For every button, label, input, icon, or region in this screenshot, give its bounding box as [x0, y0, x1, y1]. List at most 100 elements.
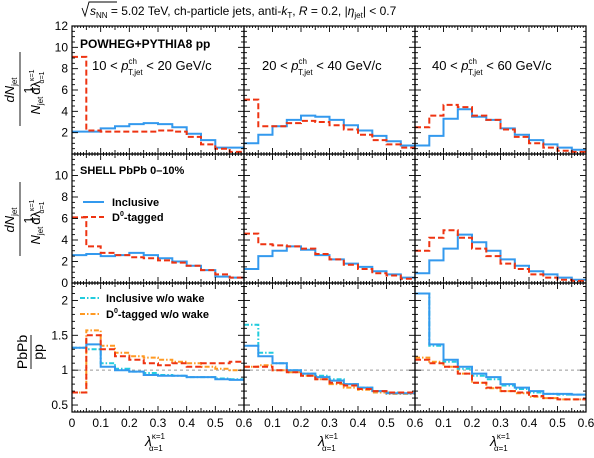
panel-curves: [72, 55, 244, 153]
x-tick-label: 0.6: [236, 416, 253, 430]
pt-bin-1-hi: < 20 GeV/c: [143, 58, 213, 73]
ylabel-row2-N-sub: jet: [36, 226, 45, 236]
series-d0-tagged: [415, 229, 586, 282]
series-d0-tagged: [72, 216, 244, 279]
svg-text:dNjet: dNjet: [2, 77, 19, 103]
header-eta-sub: jet: [353, 11, 363, 20]
ylabel-row1-dN: dN: [2, 85, 17, 102]
ylabel-ratio: PbPb pp: [14, 335, 46, 369]
header: sNN = 5.02 TeV, ch-particle jets, anti-k…: [81, 1, 397, 20]
legend-d0-sup: 0: [120, 211, 124, 218]
series-d0-tagged: [415, 358, 586, 401]
pt-bin-1-p: p: [120, 58, 128, 73]
legend-ratio: Inclusive w/o wake D0-tagged w/o wake: [80, 293, 209, 321]
header-k-sub: T: [287, 11, 292, 20]
ylabel-row1-dl: dλ: [28, 80, 43, 94]
x-tick-label: 0.5: [549, 416, 566, 430]
ylabel-row2-dl-sup: κ=1: [29, 199, 36, 211]
series-d0-tagged: [415, 103, 586, 153]
panel-curves: [415, 229, 586, 282]
panel-r3-c1: 0.5 1 1.5 2 0 0.1 0.2 0.3 0.4 0.5 0.6: [51, 282, 253, 430]
header-sqrt-s: s: [90, 4, 96, 18]
panel-r1-c3: [414, 25, 587, 155]
legend-d0-wake-sup: 0: [114, 308, 118, 315]
y-tick-label: 1: [61, 363, 68, 377]
y-tick-label: 10: [55, 169, 69, 183]
y-tick-label: 2: [61, 255, 68, 269]
y-tick-label: 4: [61, 104, 68, 118]
x-tick-label: 0.5: [207, 416, 224, 430]
x-tick-label: 0.5: [378, 416, 395, 430]
legend-d0-pre: D: [112, 212, 120, 224]
panel-curves: [72, 216, 244, 279]
x-tick-label: 0.2: [121, 416, 138, 430]
x-tick-label: 0.1: [264, 416, 281, 430]
series-d0-tagged: [72, 334, 244, 394]
pt-bin-1-lo: 10 <: [92, 58, 121, 73]
xlabel-col2-lambda: λ: [317, 433, 325, 449]
sqrt-sign: [81, 1, 117, 18]
panel-r2-c3: [414, 153, 587, 284]
svg-text:sNN = 5.02 TeV, ch-particle je: sNN = 5.02 TeV, ch-particle jets, anti-k…: [90, 4, 397, 20]
x-tick-label: 0.3: [150, 416, 167, 430]
series-d0-tagged: [244, 98, 415, 149]
x-tick-label: 0.3: [492, 416, 509, 430]
y-tick-label: 6: [61, 212, 68, 226]
x-tick-label: 0.6: [578, 416, 594, 430]
x-tick-label: 0.4: [178, 416, 195, 430]
ylabel-row2-one: 1: [21, 216, 36, 223]
panel-curves: [72, 329, 244, 394]
y-tick-label: 12: [55, 19, 69, 33]
row1-model-label: POWHEG+PYTHIA8 pp: [80, 37, 210, 51]
xlabel-col3-sub: α=1: [494, 444, 508, 453]
xlabel-col3-lambda: λ: [489, 433, 497, 449]
legend-inclusive-label: Inclusive: [112, 197, 159, 209]
x-tick-label: 0: [69, 416, 76, 430]
x-tick-label: 0.4: [350, 416, 367, 430]
ylabel-row1-N-sub: jet: [36, 96, 45, 106]
panel-r2-c2: [243, 153, 416, 284]
svg-text:1: 1: [21, 216, 36, 223]
legend-d0-wake-post: -tagged w/o wake: [118, 309, 209, 321]
svg-text:dNjet: dNjet: [2, 207, 19, 233]
row2-model-label: SHELL PbPb 0–10%: [80, 165, 185, 177]
header-rest-2: ,: [292, 4, 299, 18]
series-inclusive: [415, 292, 586, 396]
ylabel-row2-N: N: [28, 235, 43, 245]
xlabel-col3-sup: κ=1: [497, 432, 511, 441]
series-d0-tagged: [244, 232, 415, 280]
pt-bin-2-sub: T,jet: [298, 68, 313, 77]
xlabel-col1: λκ=1 α=1: [144, 432, 166, 453]
x-tick-label: 0.4: [521, 416, 538, 430]
header-eta: η: [348, 4, 355, 18]
pt-bin-3-lo: 40 <: [432, 58, 461, 73]
y-tick-label: 1.5: [51, 328, 68, 342]
legend-row2: Inclusive D0-tagged: [83, 197, 164, 224]
header-sqrt-s-sub: NN: [96, 11, 108, 20]
legend-d0-post: -tagged: [124, 212, 164, 224]
legend-d0-wake-pre: D: [106, 309, 114, 321]
legend-d0-label: D0-tagged: [112, 211, 164, 224]
xlabel-col1-lambda: λ: [144, 433, 152, 449]
pt-bin-3: 40 < pch T,jet < 60 GeV/c: [432, 57, 552, 77]
x-tick-label: 0.1: [435, 416, 452, 430]
ylabel-row2-dN: dN: [2, 215, 17, 232]
x-tick-label: 0.2: [464, 416, 481, 430]
x-tick-label: 0.2: [293, 416, 310, 430]
x-tick-label: 0.6: [407, 416, 424, 430]
svg-text:Njetdλκ=1α=1: Njet dλκ=1 α=1: [28, 69, 46, 114]
series-d0-tagged: [72, 55, 244, 153]
series-d0-tagged: [244, 365, 415, 394]
ylabel-row1-dl-sup: κ=1: [29, 69, 36, 81]
panel-curves: [244, 98, 415, 149]
legend-inclusive-wake-label: Inclusive w/o wake: [106, 293, 204, 305]
pt-bin-2-hi: < 40 GeV/c: [313, 58, 383, 73]
panel-r3-c2: 0.1 0.2 0.3 0.4 0.5 0.6: [243, 282, 424, 430]
y-tick-label: 2: [61, 126, 68, 140]
y-tick-label: 6: [61, 83, 68, 97]
panel-curves: [244, 323, 415, 395]
xlabel-col2-sup: κ=1: [325, 432, 339, 441]
pt-bin-1: 10 < pch T,jet < 20 GeV/c: [92, 57, 212, 77]
